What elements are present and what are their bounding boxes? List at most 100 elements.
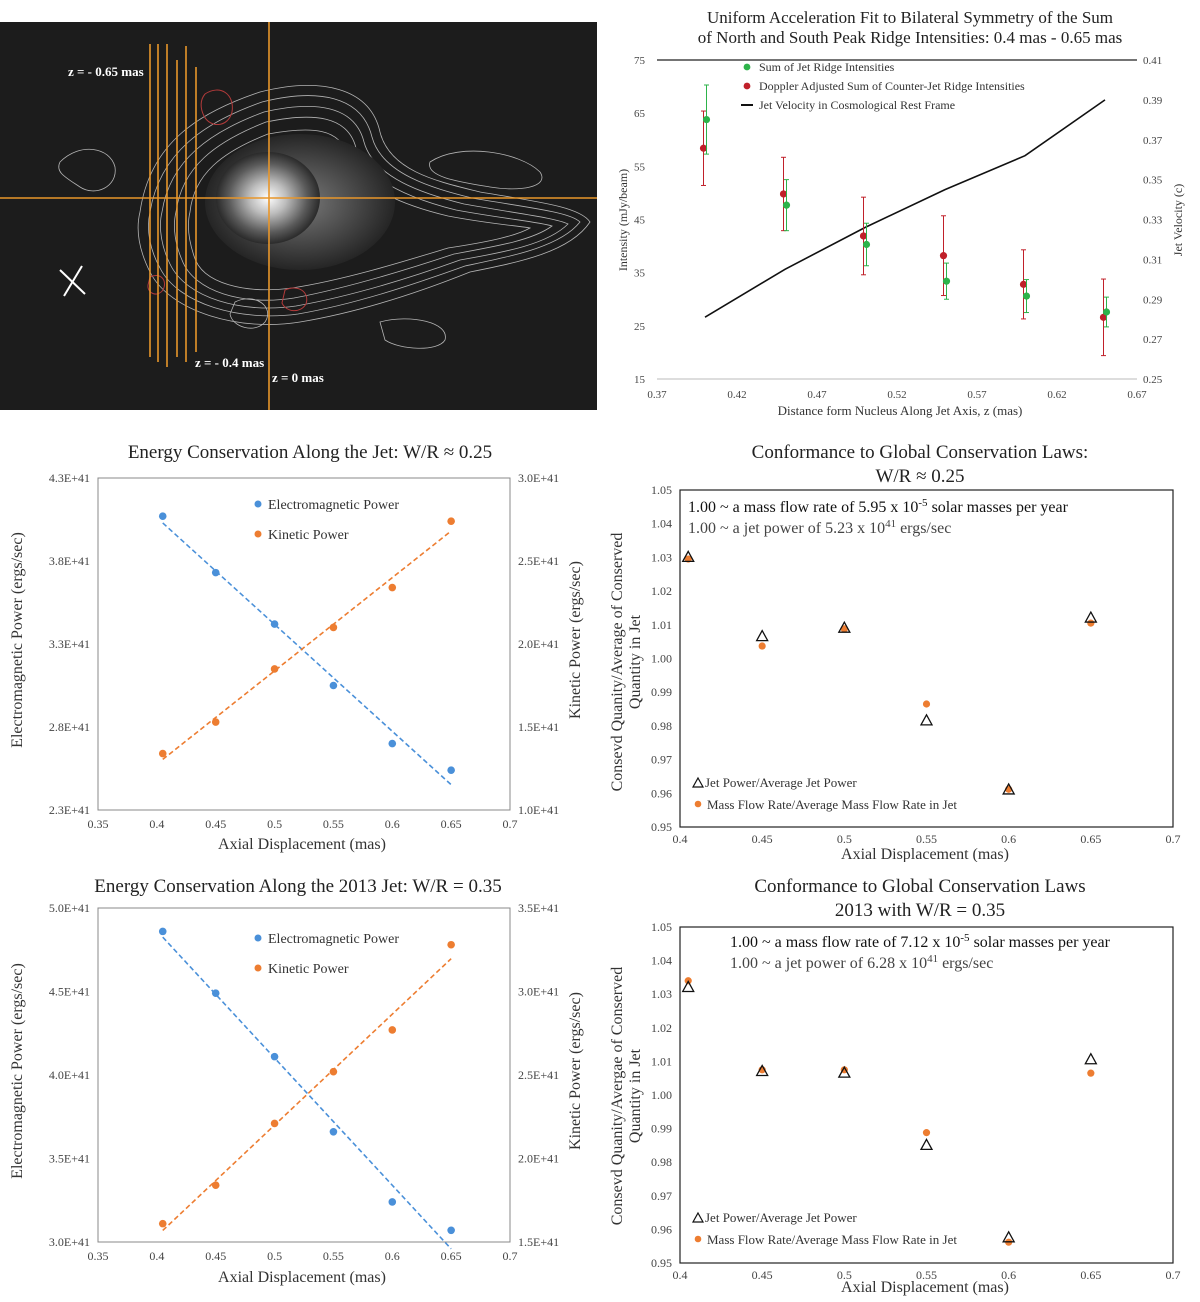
jet-power-point [1084,610,1098,623]
chart-title-line1: Conformance to Global Conservation Laws: [752,442,1089,463]
y2-tick-label: 0.29 [1143,294,1163,306]
radio-image-panel: z = - 0.65 mas z = - 0.4 mas z = 0 mas [0,22,597,410]
legend-label: Doppler Adjusted Sum of Counter-Jet Ridg… [759,79,1025,93]
legend-marker-circle [694,800,702,808]
data-point [158,1219,167,1228]
y-tick-label: 15 [634,374,646,386]
x-tick-label: 0.7 [503,817,518,831]
y-axis-label-line2: Quantity in Jet [627,614,644,709]
y-tick-label: 2.3E+41 [49,803,90,817]
chart-title: Energy Conservation Along the 2013 Jet: … [94,876,501,897]
energy-conservation-2013-svg: Energy Conservation Along the 2013 Jet: … [9,876,584,1286]
mass-flow-point [922,700,931,708]
y-tick-label: 45 [634,215,646,227]
data-point [447,766,455,774]
data-point [1099,313,1108,321]
y-tick-label: 4.5E+41 [49,985,90,999]
y-tick-label: 2.8E+41 [49,720,90,734]
conformance-chart: Conformance to Global Conservation Laws:… [600,432,1200,867]
trendline [162,958,452,1232]
y2-tick-label: 0.27 [1143,334,1163,346]
data-point [270,665,279,673]
x-tick-label: 0.6 [1001,1268,1016,1282]
x-tick-label: 0.7 [1166,832,1181,846]
x-tick-label: 0.65 [441,1249,462,1263]
conformance-2013-chart: Conformance to Global Conservation Laws … [600,866,1200,1302]
legend-marker [254,500,262,508]
y-axis-label-line1: Consevd Quanity/Average of Conserved [609,533,626,792]
data-point [211,718,220,726]
y-axis-label-line1: Consevd Quanity/Avergae of Conserved [609,967,626,1225]
y2-tick-label: 0.35 [1143,175,1163,187]
energy-conservation-svg: Energy Conservation Along the Jet: W/R ≈… [9,442,584,853]
annotation-mass-flow: 1.00 ~ a mass flow rate of 7.12 x 10-5 s… [730,932,1111,951]
y-tick-label: 3.0E+41 [49,1235,90,1249]
y-tick-label: 4.3E+41 [49,471,90,485]
x-tick-label: 0.7 [503,1249,518,1263]
x-axis-label: Axial Displacement (mas) [841,1279,1009,1296]
x-tick-label: 0.5 [267,1249,282,1263]
x-axis-label: Axial Displacement (mas) [218,836,386,853]
y2-tick-label: 1.0E+41 [518,803,559,817]
legend-label: Kinetic Power [268,528,349,543]
annotation-mass-flow: 1.00 ~ a mass flow rate of 5.95 x 10-5 s… [688,497,1069,516]
data-point [1019,280,1028,288]
data-point [859,232,868,240]
x-tick-label: 0.35 [88,817,109,831]
mass-flow-point [1087,1069,1095,1077]
x-tick-label: 0.5 [837,832,852,846]
y-tick-label: 1.03 [651,550,672,564]
legend-marker-triangle [691,1211,705,1223]
legend-label: Sum of Jet Ridge Intensities [759,60,895,74]
y2-tick-label: 0.31 [1143,254,1162,266]
y-tick-label: 1.02 [651,1021,672,1035]
x-tick-label: 0.65 [1080,832,1101,846]
y-tick-label: 0.95 [651,820,672,834]
x-tick-label: 0.6 [385,817,400,831]
y-tick-label: 65 [634,108,646,120]
radio-jet-image: z = - 0.65 mas z = - 0.4 mas z = 0 mas [0,22,597,410]
y2-tick-label: 2.0E+41 [518,1152,559,1166]
data-point [211,568,220,577]
data-point [699,144,708,152]
data-point [329,1127,338,1136]
legend-label: Jet Power/Average Jet Power [705,775,857,790]
y-tick-label: 35 [634,268,646,280]
y2-axis-label: Kinetic Power (ergs/sec) [567,561,584,719]
x-tick-label: 0.55 [323,1249,344,1263]
acceleration-fit-chart: Uniform Acceleration Fit to Bilateral Sy… [600,0,1200,435]
data-point [329,623,338,632]
data-point [388,1198,397,1206]
velocity-curve [704,99,1106,318]
x-tick-label: 0.4 [149,1249,164,1263]
x-tick-label: 0.45 [752,1268,773,1282]
y-tick-label: 4.0E+41 [49,1068,90,1082]
chart-title-line2: W/R ≈ 0.25 [875,466,964,487]
y-tick-label: 1.04 [651,954,672,968]
beam-marker [59,265,86,297]
x-axis-label: Axial Displacement (mas) [218,1269,386,1286]
trendline [162,522,452,786]
acceleration-fit-svg: Uniform Acceleration Fit to Bilateral Sy… [616,8,1185,418]
y-tick-label: 0.96 [651,786,672,800]
x-tick-label: 0.5 [267,817,282,831]
x-tick-label: 0.55 [323,817,344,831]
x-tick-label: 0.6 [1001,832,1016,846]
y2-tick-label: 3.0E+41 [518,471,559,485]
y-tick-label: 0.99 [651,685,672,699]
slice-lines [0,22,597,410]
jet-power-point [1084,1052,1098,1065]
chart-title-line2: 2013 with W/R = 0.35 [835,900,1005,921]
x-tick-label: 0.62 [1047,389,1066,401]
y-tick-label: 0.98 [651,1155,672,1169]
x-tick-label: 0.4 [149,817,164,831]
x-tick-label: 0.5 [837,1268,852,1282]
annotation-jet-power: 1.00 ~ a jet power of 5.23 x 1041 ergs/s… [688,518,951,537]
plot-frame [97,907,511,1243]
jet-power-point [919,713,934,726]
x-tick-label: 0.67 [1127,389,1147,401]
data-point [158,512,167,520]
x-tick-label: 0.45 [205,1249,226,1263]
legend-marker-triangle [691,776,705,788]
y-tick-label: 0.98 [651,719,672,733]
